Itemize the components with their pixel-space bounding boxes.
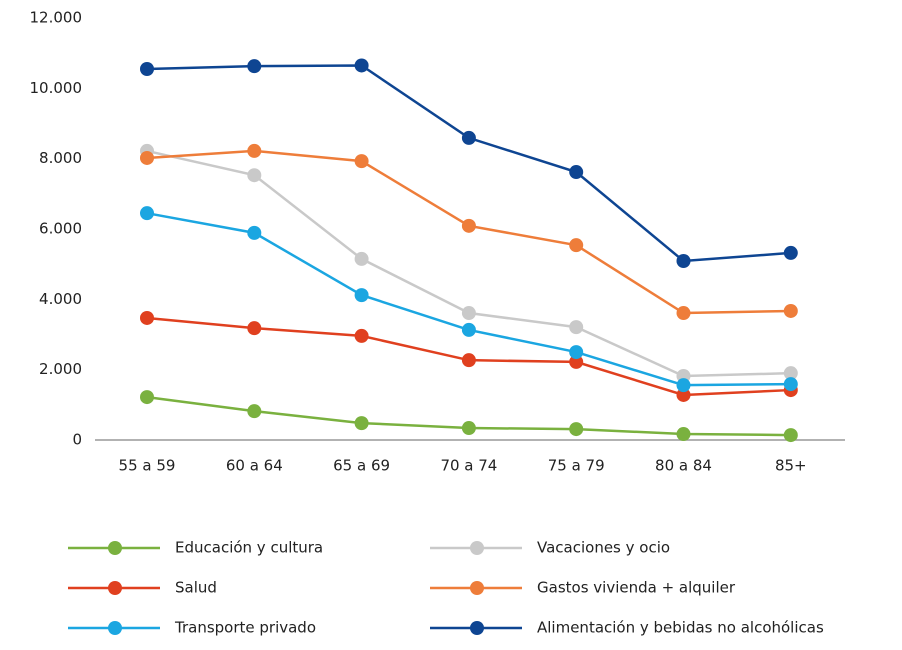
data-point (354, 416, 369, 431)
data-point (461, 322, 476, 337)
data-point (140, 206, 154, 221)
data-point (783, 428, 798, 443)
y-tick-label: 6.000 (39, 220, 82, 238)
legend-label: Vacaciones y ocio (537, 539, 670, 557)
data-point (461, 306, 476, 321)
y-tick-label: 8.000 (39, 149, 82, 167)
y-tick-label: 12.000 (30, 9, 83, 27)
data-point (783, 245, 798, 260)
legend-label: Salud (175, 579, 217, 597)
data-point (354, 288, 369, 303)
data-point (247, 321, 262, 336)
legend-marker (470, 621, 484, 635)
data-point (569, 422, 584, 437)
x-tick-label: 75 a 79 (548, 457, 605, 475)
data-point (676, 427, 691, 442)
data-point (247, 59, 262, 74)
legend-marker (470, 581, 484, 595)
data-point (140, 61, 154, 76)
data-point (783, 366, 798, 381)
data-point (783, 377, 798, 392)
y-tick-label: 2.000 (39, 360, 82, 378)
data-point (140, 390, 154, 405)
data-point (461, 353, 476, 368)
data-point (140, 310, 154, 325)
data-point (569, 354, 584, 369)
data-point (461, 218, 476, 233)
data-point (569, 320, 584, 335)
legend-label: Gastos vivienda + alquiler (537, 579, 736, 597)
data-point (676, 387, 691, 402)
x-tick-label: 55 a 59 (119, 457, 176, 475)
data-point (247, 404, 262, 419)
data-point (247, 225, 262, 240)
data-point (676, 254, 691, 269)
data-point (354, 251, 369, 266)
legend-label: Transporte privado (174, 619, 316, 637)
data-point (461, 130, 476, 145)
y-tick-label: 4.000 (39, 290, 82, 308)
x-tick-label: 70 a 74 (440, 457, 497, 475)
legend-marker (108, 581, 122, 595)
legend-label: Educación y cultura (175, 539, 323, 557)
legend-marker (108, 621, 122, 635)
data-point (354, 154, 369, 169)
legend-marker (108, 541, 122, 555)
data-point (569, 165, 584, 180)
y-tick-label: 10.000 (30, 79, 83, 97)
data-point (569, 345, 584, 360)
series-line (146, 149, 791, 378)
data-point (676, 306, 691, 321)
data-point (569, 238, 584, 253)
data-point (461, 421, 476, 436)
data-point (247, 143, 262, 158)
data-point (354, 328, 369, 343)
data-point (140, 150, 154, 165)
y-tick-label: 0 (72, 431, 82, 449)
data-point (783, 303, 798, 318)
legend-marker (470, 541, 484, 555)
x-tick-label: 80 a 84 (655, 457, 712, 475)
x-tick-label: 65 a 69 (333, 457, 390, 475)
legend-label: Alimentación y bebidas no alcohólicas (537, 619, 824, 637)
x-tick-label: 60 a 64 (226, 457, 283, 475)
x-tick-label: 85+ (775, 457, 807, 475)
data-point (676, 378, 691, 393)
data-point (247, 168, 262, 183)
data-point (354, 58, 369, 73)
